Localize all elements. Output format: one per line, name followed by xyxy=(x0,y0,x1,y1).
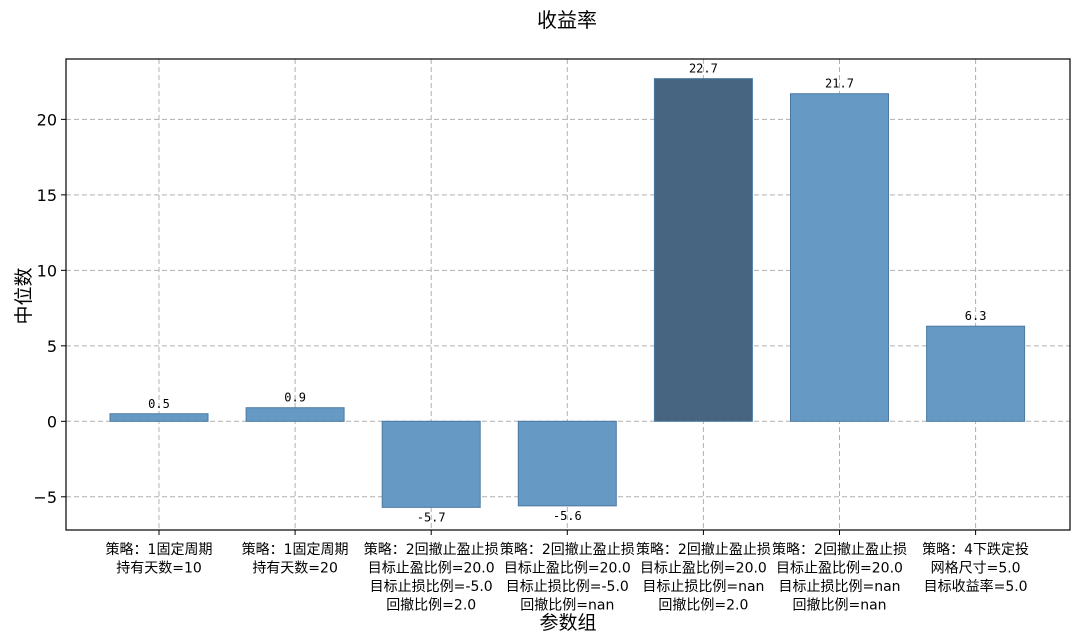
x-tick-label-line: 目标止盈比例=20.0 xyxy=(504,561,631,577)
x-tick-label-line: 回撤比例=2.0 xyxy=(386,598,476,614)
y-tick-label: 10 xyxy=(37,261,57,280)
x-tick-label: 策略：1固定周期持有天数=20 xyxy=(242,541,349,577)
y-tick-label: 20 xyxy=(37,110,57,129)
x-tick-label: 策略：4下跌定投网格尺寸=5.0 目标收益率=5.0 xyxy=(922,541,1029,595)
bar-2 xyxy=(245,407,345,422)
bar-6 xyxy=(790,93,889,422)
x-axis: 策略：1固定周期持有天数=10策略：1固定周期持有天数=20策略：2回撤止盈止损… xyxy=(106,530,1029,614)
chart-title: 收益率 xyxy=(537,8,597,32)
x-tick-label-line: 策略：2回撤止盈止损 xyxy=(772,541,907,558)
x-tick-label-line: 目标止损比例=nan xyxy=(642,579,764,595)
x-tick-label-line: 策略：1固定周期 xyxy=(106,541,213,558)
value-label: 6.3 xyxy=(965,309,987,323)
x-tick-label: 策略：2回撤止盈止损目标止盈比例=20.0 目标止损比例=-5.0 回撤比例=nan xyxy=(500,541,635,614)
y-tick-label: 15 xyxy=(37,186,57,205)
x-tick-label-line: 策略：1固定周期 xyxy=(242,541,349,558)
bars xyxy=(109,78,1026,508)
x-tick-label-line: 持有天数=10 xyxy=(116,561,202,577)
value-label: -5.6 xyxy=(553,509,582,523)
x-tick-label-line: 目标收益率=5.0 xyxy=(924,578,1028,595)
value-label: 21.7 xyxy=(825,77,854,91)
x-tick-label-line: 目标止盈比例=20.0 xyxy=(776,561,903,577)
value-label: 22.7 xyxy=(689,62,718,76)
value-label: -5.7 xyxy=(417,510,446,524)
bar-1 xyxy=(109,413,209,422)
x-tick-label-line: 网格尺寸=5.0 xyxy=(931,561,1021,577)
x-tick-label-line: 目标止损比例=nan xyxy=(778,579,900,595)
x-tick-label-line: 目标止盈比例=20.0 xyxy=(368,561,495,577)
x-tick-label-line: 策略：2回撤止盈止损 xyxy=(636,541,771,558)
x-tick-label-line: 回撤比例=nan xyxy=(792,598,886,614)
value-label: 0.9 xyxy=(284,391,306,405)
y-tick-label: 5 xyxy=(47,337,57,356)
x-tick-label-line: 持有天数=20 xyxy=(252,561,338,577)
plot-area-frame xyxy=(65,58,1071,531)
bar-5 xyxy=(653,78,753,422)
bar-7 xyxy=(926,325,1026,422)
x-tick-label-line: 回撤比例=nan xyxy=(520,598,614,614)
value-labels: 0.5 0.9 -5.7 -5.6 22.7 21.7 6.3 xyxy=(148,62,986,525)
x-tick-label: 策略：2回撤止盈止损目标止盈比例=20.0 目标止损比例=nan 回撤比例=2.0 xyxy=(636,541,771,614)
y-tick-label: −5 xyxy=(33,488,57,507)
x-tick-label-line: 策略：4下跌定投 xyxy=(922,541,1029,558)
x-tick-label-line: 目标止损比例=-5.0 xyxy=(370,579,493,595)
value-label: 0.5 xyxy=(148,397,170,411)
bar-4 xyxy=(517,420,617,507)
x-tick-label: 策略：1固定周期持有天数=10 xyxy=(106,541,213,577)
y-axis-title: 中位数 xyxy=(13,267,35,324)
x-tick-label-line: 回撤比例=2.0 xyxy=(658,598,748,614)
x-tick-label-line: 策略：2回撤止盈止损 xyxy=(500,541,635,558)
y-axis: −5 0 5 10 15 20 xyxy=(33,110,66,507)
bar-3 xyxy=(381,420,481,508)
x-axis-title: 参数组 xyxy=(539,612,596,634)
x-tick-label: 策略：2回撤止盈止损目标止盈比例=20.0 目标止损比例=nan 回撤比例=nan xyxy=(772,541,907,614)
y-tick-label: 0 xyxy=(47,412,57,431)
x-tick-label-line: 目标止盈比例=20.0 xyxy=(640,561,767,577)
x-tick-label: 策略：2回撤止盈止损目标止盈比例=20.0 目标止损比例=-5.0 回撤比例=2.0 xyxy=(364,541,499,614)
x-tick-label-line: 目标止损比例=-5.0 xyxy=(506,579,629,595)
x-tick-label-line: 策略：2回撤止盈止损 xyxy=(364,541,499,558)
